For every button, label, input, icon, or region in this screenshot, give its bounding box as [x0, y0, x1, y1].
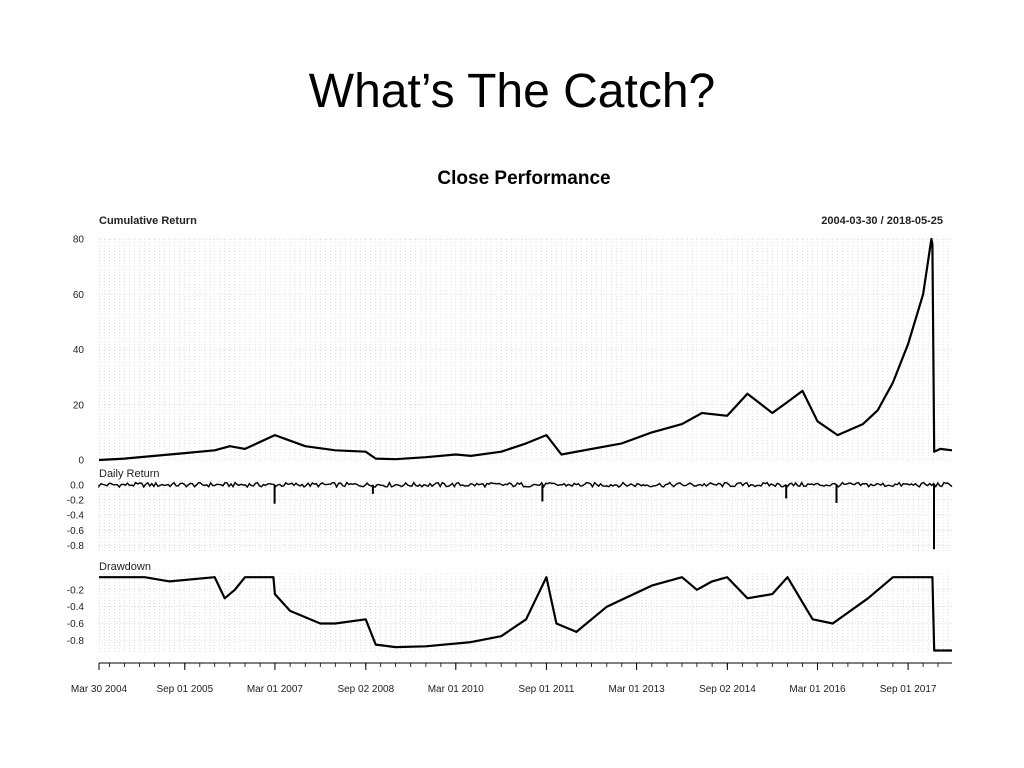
y-tick-label: -0.6	[67, 526, 85, 537]
y-tick-label: 0	[78, 456, 84, 467]
x-tick-label: Sep 01 2005	[156, 684, 213, 695]
x-tick-label: Mar 30 2004	[71, 684, 128, 695]
y-tick-label: -0.4	[67, 511, 85, 522]
axes: 0 20 40 60 80 0.0 -0.2 -0.4 -0.6 -0.8 -0.2 -0.4 -0.6…	[67, 235, 952, 695]
x-tick-label: Sep 02 2008	[337, 684, 394, 695]
x-tick-label: Sep 02 2014	[699, 684, 756, 695]
x-tick-label: Mar 01 2010	[428, 684, 485, 695]
y-tick-label: -0.8	[67, 636, 85, 647]
daily-return-line	[98, 481, 953, 489]
series	[98, 237, 953, 652]
y-tick-label: 20	[73, 400, 85, 411]
y-tick-label: -0.2	[67, 495, 85, 506]
y-tick-label: 40	[73, 345, 85, 356]
x-tick-label: Mar 01 2013	[609, 684, 666, 695]
drawdown-label: Drawdown	[99, 561, 151, 573]
y-tick-label: -0.2	[67, 585, 85, 596]
slide-title: What’s The Catch?	[308, 65, 716, 118]
y-tick-label: 80	[73, 235, 85, 246]
chart-title: Close Performance	[437, 168, 610, 189]
y-tick-label: -0.8	[67, 541, 85, 552]
x-tick-label: Sep 01 2017	[880, 684, 937, 695]
drawdown-line	[99, 576, 952, 652]
cumulative-return-label: Cumulative Return	[99, 215, 197, 227]
y-tick-label: -0.6	[67, 619, 85, 630]
y-tick-label: 0.0	[70, 480, 84, 491]
x-tick-label: Mar 01 2007	[247, 684, 304, 695]
date-range-label: 2004-03-30 / 2018-05-25	[821, 215, 943, 227]
grid-lines	[99, 238, 952, 653]
x-tick-label: Mar 01 2016	[789, 684, 846, 695]
y-tick-label: -0.4	[67, 602, 85, 613]
y-tick-label: 60	[73, 290, 85, 301]
daily-return-label: Daily Return	[99, 468, 160, 480]
x-tick-label: Sep 01 2011	[518, 684, 574, 695]
cumulative-return-line	[98, 237, 953, 462]
